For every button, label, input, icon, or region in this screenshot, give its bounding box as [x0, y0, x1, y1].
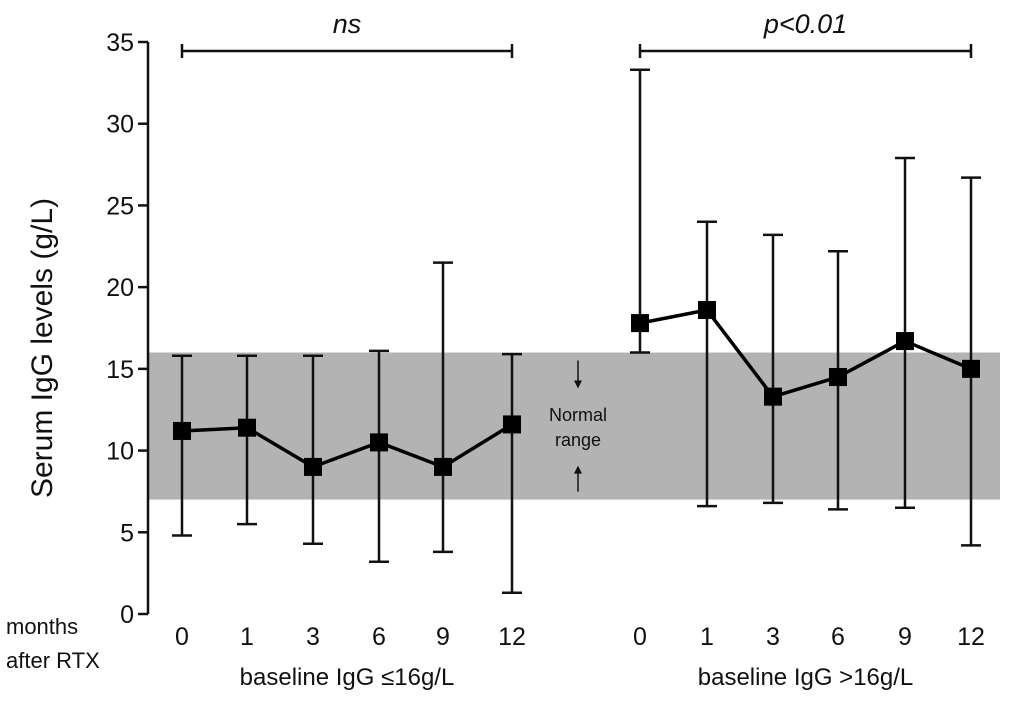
x-tick-label: 0: [175, 623, 189, 651]
y-tick-label: 5: [120, 519, 134, 547]
data-point-marker: [698, 301, 716, 320]
series-lines-layer: [181, 308, 972, 469]
error-bars-layer: [172, 68, 981, 595]
data-point-marker: [631, 314, 649, 333]
x-tick-label: 0: [633, 623, 647, 651]
data-point-marker: [503, 415, 521, 434]
data-point-marker: [434, 457, 452, 476]
x-tick-label: 1: [240, 623, 254, 651]
series-line: [639, 308, 972, 399]
normal-range-arrow-bottom-head: [574, 465, 582, 474]
labels-layer: 0 1 3 6 9 12 baseline IgG ≤16g/L 0 1 3 6 9 12 baselin…: [6, 614, 985, 691]
data-point-marker: [238, 418, 256, 437]
normal-range-arrow-top-head: [574, 380, 582, 389]
x-tick-label: 6: [831, 623, 845, 651]
y-tick-label: 25: [106, 192, 134, 220]
x-tick-label: 6: [372, 623, 386, 651]
y-tick-label: 35: [106, 29, 134, 57]
data-point-marker: [173, 421, 191, 440]
x-tick-label: 9: [898, 623, 912, 651]
y-tick-label: 30: [106, 111, 134, 139]
x-tick-label: 12: [498, 623, 526, 651]
data-point-marker: [370, 433, 388, 452]
significance-label: p<0.01: [763, 9, 847, 39]
y-tick-label: 20: [106, 274, 134, 302]
significance-label: ns: [333, 9, 362, 39]
normal-range-layer: Normal range: [149, 352, 1000, 500]
y-axis-title: Serum IgG levels (g/L): [26, 198, 59, 498]
data-point-marker: [829, 368, 847, 387]
x-axis-caption-line-2: after RTX: [6, 648, 100, 673]
x-tick-label: 3: [306, 623, 320, 651]
y-tick-label: 0: [120, 601, 134, 629]
x-tick-label: 12: [957, 623, 985, 651]
normal-range-label-line-2: range: [555, 430, 601, 450]
data-point-marker: [896, 332, 914, 351]
group-label: baseline IgG >16g/L: [698, 664, 914, 691]
significance-layer: ns p<0.01: [180, 9, 973, 58]
data-point-marker: [304, 457, 322, 476]
y-tick-label: 15: [106, 356, 134, 384]
x-tick-label: 9: [436, 623, 450, 651]
y-axis: 0 5 10 15 20 25 30 35 Serum IgG levels (g/L): [26, 29, 150, 629]
normal-range-label-line-1: Normal: [549, 405, 607, 425]
x-tick-label: 1: [700, 623, 714, 651]
normal-range-band: [149, 352, 1000, 500]
group-label: baseline IgG ≤16g/L: [240, 664, 455, 691]
data-point-marker: [962, 359, 980, 378]
series-line: [181, 422, 513, 469]
x-axis-caption-line-1: months: [6, 614, 78, 639]
y-tick-label: 10: [106, 438, 134, 466]
data-point-marker: [764, 387, 782, 406]
x-tick-label: 3: [766, 623, 780, 651]
markers-layer: [173, 301, 980, 476]
